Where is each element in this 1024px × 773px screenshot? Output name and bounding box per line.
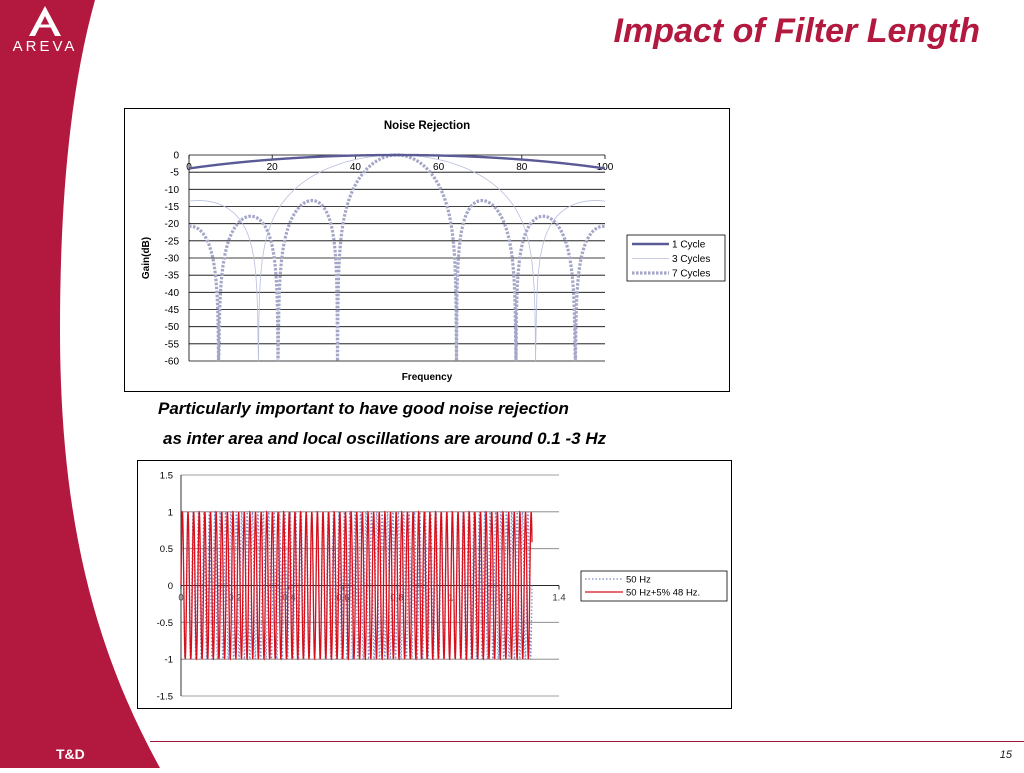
chart2-series-50hz [180,511,533,660]
chart1-ytick-label: -5 [170,168,179,179]
chart2-legend [580,570,728,602]
chart1-xtick-label: 80 [516,162,528,173]
chart1-ytick-label: -60 [165,357,180,368]
chart1-ytick-label: -40 [165,288,180,299]
chart1-title: Noise Rejection [384,120,470,132]
chart1-legend-label: 7 Cycles [672,269,710,280]
footer-label: T&D [56,746,85,762]
chart1-legend-label: 3 Cycles [672,254,710,265]
chart2-ytick-label: 0.5 [160,544,173,555]
sidebar-shape [0,0,160,768]
caption-line-1: Particularly important to have good nois… [158,399,569,418]
chart1-xlabel: Frequency [402,372,453,383]
chart1-ytick-label: -35 [165,271,180,282]
chart2-ytick-label: 0 [168,581,173,592]
chart1-xtick-label: 60 [433,162,445,173]
waveform-chart: 1.5 1 0.5 0 -0.5 -1 -1.5 0 0.2 0.4 0.6 0.8 1 1.2 1.4 50… [137,460,732,709]
chart2-series-48hz [180,510,533,661]
caption-line-2: as inter area and local oscillations are… [163,429,607,448]
chart1-xtick-label: 20 [267,162,279,173]
logo-text: AREVA [12,38,78,55]
noise-rejection-chart: Noise Rejection Frequency Gain(dB) 0 -5 -10 -1… [124,108,730,392]
chart2-xtick-label: 0.4 [282,593,295,604]
chart2-ytick-label: -0.5 [157,618,173,629]
waveform-svg: 1.510.50-0.5-1-1.50 0.2 0.4 0.6 0.8 1 1.2 1.450… [157,471,728,703]
chart1-ytick-label: -25 [165,236,180,247]
chart1-legend [626,234,726,282]
chart2-legend-label: 50 Hz [626,575,651,586]
chart1-series-7-cycle [189,153,605,361]
chart1-ylabel: Gain(dB) [141,237,152,279]
chart2-xtick-label: 0 [178,593,183,604]
chart1-xtick-label: 40 [350,162,362,173]
chart1-series-1-cycle [189,153,605,170]
areva-logo-icon [29,6,61,36]
footer-divider [150,741,1024,742]
chart1-ytick-label: -50 [165,322,180,333]
chart1-ytick-label: -20 [165,219,180,230]
chart1-legend-label: 1 Cycle [672,240,706,251]
page-number: 15 [999,749,1012,761]
chart1-ytick-label: -15 [165,202,180,213]
chart1-ytick-label: -55 [165,339,180,350]
brand-sidebar: AREVA T&D [0,0,160,768]
chart1-ytick-label: 0 [173,151,179,162]
chart2-ytick-label: 1 [168,507,173,518]
chart2-xtick-label: 1.4 [552,593,565,604]
chart1-ytick-label: -30 [165,254,180,265]
noise-rejection-svg: Noise Rejection Frequency Gain(dB) 0 -5 -10 -1… [141,120,726,383]
chart2-ytick-label: 1.5 [160,471,173,482]
chart1-xtick-label: 100 [597,162,614,173]
chart1-ytick-label: -10 [165,185,180,196]
chart1-ytick-label: -45 [165,305,180,316]
chart2-ytick-label: -1.5 [157,692,173,703]
chart2-ytick-label: -1 [165,655,173,666]
chart2-legend-label: 50 Hz+5% 48 Hz. [626,588,700,599]
areva-logo: AREVA [0,4,90,55]
slide-title: Impact of Filter Length [613,12,980,50]
